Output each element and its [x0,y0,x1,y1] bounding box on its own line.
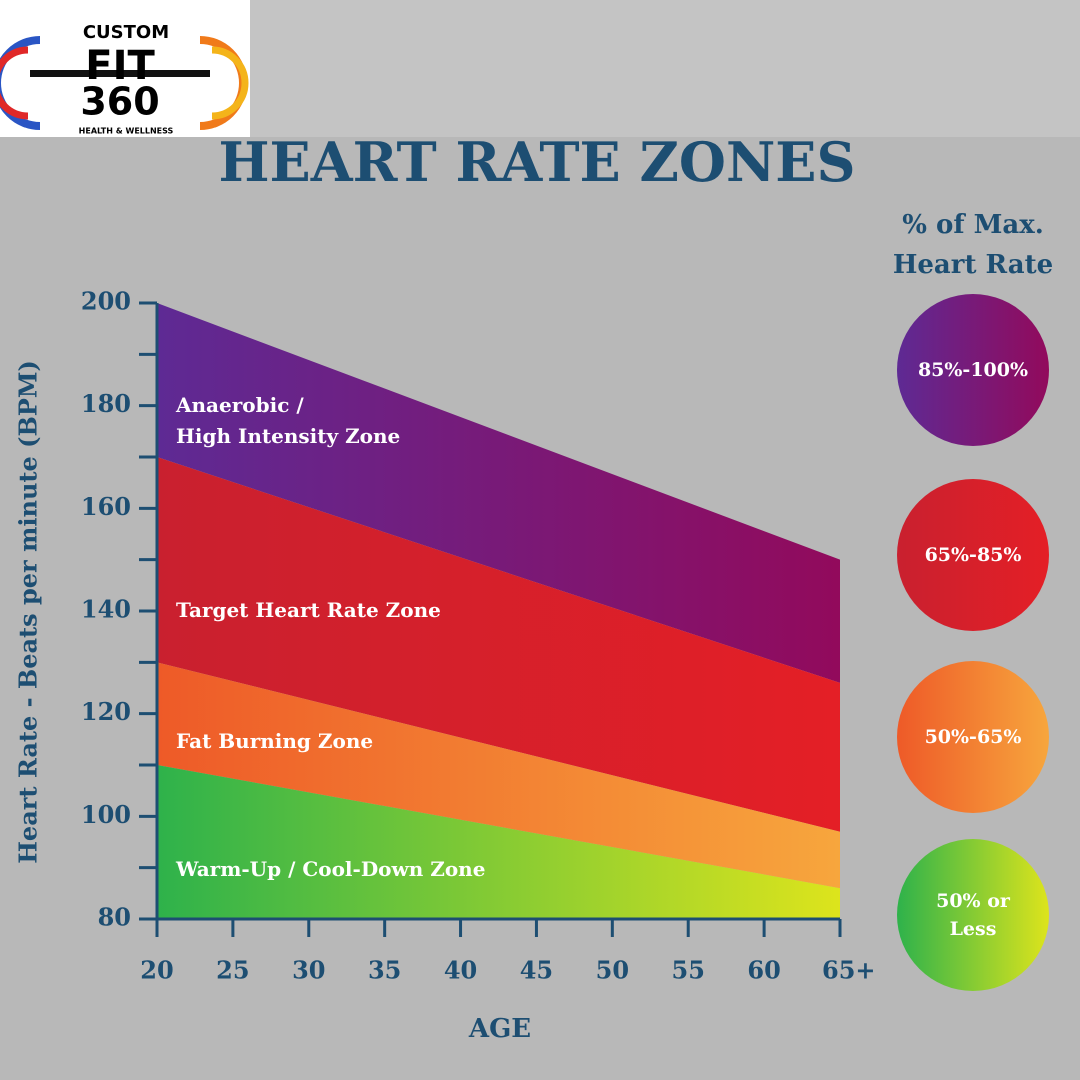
y-tick-label: 140 [81,595,131,624]
logo-text: 360 [80,80,159,124]
x-tick-label: 50 [596,956,629,985]
logo-text: FIT [85,43,155,89]
zone-label: Warm-Up / Cool-Down Zone [176,857,486,881]
x-tick-label: 40 [444,956,477,985]
zone-label: Fat Burning Zone [176,729,374,753]
x-tick-label: 45 [520,956,553,985]
zone-area [157,303,840,683]
zone-area [157,662,840,889]
y-tick-label: 160 [81,492,131,521]
zone-label: Target Heart Rate Zone [176,598,441,622]
x-tick-label: 25 [216,956,249,985]
legend-title: % of Max. Heart Rate [892,210,1054,280]
legend-circle: 50% or Less [897,839,1049,991]
logo-arc [0,36,41,130]
zone-area [157,765,840,919]
y-tick-label: 80 [98,903,131,932]
logo-text: CUSTOM [83,22,169,43]
logo-arc [211,46,249,120]
y-tick-label: 200 [81,287,131,316]
y-tick-label: 180 [81,389,131,418]
x-tick-label: 65+ [822,956,876,985]
zone-label: Anaerobic / High Intensity Zone [176,393,401,448]
legend-circle: 85%-100% [897,294,1049,446]
y-tick-label: 100 [81,800,131,829]
y-tick-label: 120 [81,697,131,726]
x-tick-label: 60 [747,956,780,985]
x-tick-label: 35 [368,956,401,985]
logo-tagline: HEALTH & WELLNESS [79,127,174,136]
x-tick-label: 20 [140,956,173,985]
chart-title: HEART RATE ZONES [219,130,856,194]
logo-bar [30,70,210,77]
logo-background [0,0,250,137]
logo-arc [0,46,29,120]
legend-circle: 65%-85% [897,479,1049,631]
zone-area [157,457,840,832]
y-axis-label: Heart Rate - Beats per minute (BPM) [14,360,43,864]
x-tick-label: 55 [672,956,705,985]
x-axis-label: AGE [468,1014,531,1044]
x-tick-label: 30 [292,956,325,985]
legend-circle: 50%-65% [897,661,1049,813]
